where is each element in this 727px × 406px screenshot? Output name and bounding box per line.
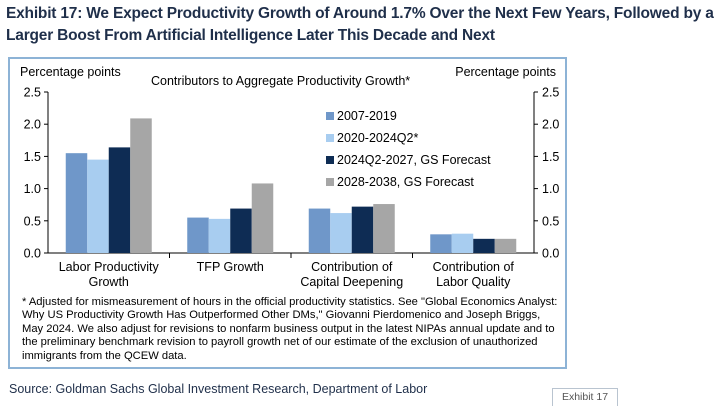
x-category-label: Capital Deepening: [300, 275, 403, 289]
x-category-label: Growth: [89, 275, 129, 289]
y-tick-label-left: 1.5: [24, 150, 41, 164]
bar: [251, 183, 274, 253]
y-tick-label-right: 1.0: [542, 182, 559, 196]
exhibit-tab[interactable]: Exhibit 17: [552, 388, 618, 406]
chart-footnote: * Adjusted for mismeasurement of hours i…: [22, 296, 558, 362]
legend-label: 2007-2019: [337, 109, 397, 123]
legend-swatch: [326, 178, 334, 186]
bar: [187, 217, 209, 253]
bar: [65, 153, 88, 253]
y-tick-label-right: 2.5: [542, 86, 559, 100]
y-tick-label-left: 2.0: [24, 118, 41, 132]
y-tick-label-left: 0.0: [24, 247, 41, 261]
bar: [351, 206, 374, 253]
chart-title: Contributors to Aggregate Productivity G…: [151, 74, 410, 88]
legend-label: 2020-2024Q2*: [337, 131, 418, 145]
bar: [473, 238, 495, 253]
x-category-label: Labor Quality: [436, 275, 511, 289]
y-tick-label-left: 0.5: [24, 214, 41, 228]
exhibit-headline: Exhibit 17: We Expect Productivity Growt…: [6, 5, 714, 44]
legend-label: 2024Q2-2027, GS Forecast: [337, 153, 491, 167]
bar: [330, 213, 352, 253]
legend-swatch: [326, 156, 334, 164]
bar: [208, 218, 231, 253]
bar: [430, 234, 452, 253]
bar: [108, 147, 131, 253]
y-tick-label-right: 2.0: [542, 118, 559, 132]
legend-swatch: [326, 112, 334, 120]
bar: [87, 159, 109, 253]
y-axis-title-left: Percentage points: [20, 65, 121, 79]
bar: [308, 208, 331, 253]
y-tick-label-right: 0.5: [542, 214, 559, 228]
bar: [130, 118, 152, 254]
chart-canvas: 0.0 0.0 0.5 0.5 1.0 1.0 1.5 1.5 2.0 2.0 2.5 2.5 Perc…: [20, 65, 559, 289]
y-tick-label-right: 0.0: [542, 247, 559, 261]
y-tick-label-right: 1.5: [542, 150, 559, 164]
x-category-label: Contribution of: [311, 260, 393, 274]
legend-label: 2028-2038, GS Forecast: [337, 175, 474, 189]
y-axis-title-right: Percentage points: [455, 65, 556, 79]
y-tick-label-left: 2.5: [24, 86, 41, 100]
bar: [230, 208, 252, 253]
legend-swatch: [326, 134, 334, 142]
source-line: Source: Goldman Sachs Global Investment …: [9, 382, 428, 396]
bar: [373, 204, 395, 253]
x-category-label: Contribution of: [433, 260, 515, 274]
y-tick-label-left: 1.0: [24, 182, 41, 196]
bar: [494, 238, 517, 253]
x-category-label: Labor Productivity: [59, 260, 160, 274]
chart-frame: 0.0 0.0 0.5 0.5 1.0 1.0 1.5 1.5 2.0 2.0 2.5 2.5 Perc…: [8, 57, 567, 369]
bar: [451, 233, 474, 253]
x-category-label: TFP Growth: [197, 260, 264, 274]
